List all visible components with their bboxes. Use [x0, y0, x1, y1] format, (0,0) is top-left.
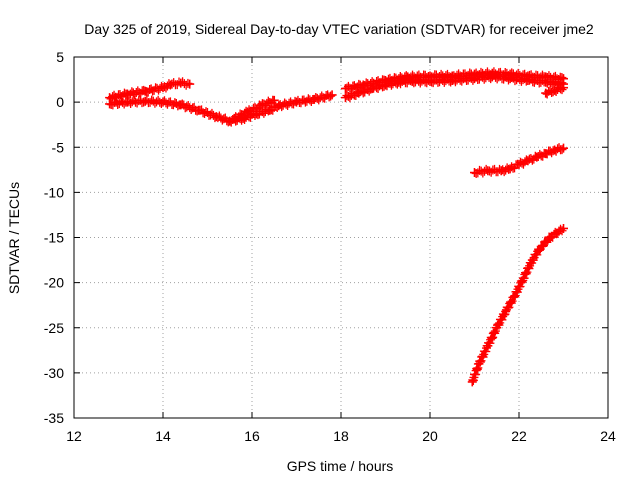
- y-tick-label: 5: [56, 49, 64, 65]
- data-point-fill: [326, 91, 336, 101]
- chart-title: Day 325 of 2019, Sidereal Day-to-day VTE…: [84, 21, 594, 37]
- data-point-fill: [487, 333, 497, 343]
- data-point-fill: [509, 292, 519, 302]
- series-trace: [470, 143, 568, 179]
- y-tick-label: -5: [52, 139, 65, 155]
- data-point-fill: [466, 69, 476, 79]
- x-axis-title: GPS time / hours: [287, 458, 394, 474]
- data-point-fill: [518, 275, 528, 285]
- data-point-fill: [481, 343, 491, 353]
- data-point-fill: [519, 273, 529, 283]
- y-tick-label: -25: [44, 320, 64, 336]
- data-point-fill: [181, 80, 191, 90]
- series-trace: [541, 82, 568, 99]
- x-tick-label: 24: [600, 428, 616, 444]
- data-point-fill: [222, 116, 232, 126]
- series-trace: [340, 67, 568, 94]
- x-tick-labels: 12 14 16 18 20 22 24: [66, 428, 616, 444]
- y-tick-label: -10: [44, 184, 64, 200]
- y-tick-labels: 5 0 -5 -10 -15 -20 -25 -30 -35: [44, 49, 64, 426]
- x-tick-label: 18: [333, 428, 349, 444]
- data-point-fill: [506, 298, 516, 308]
- data-point-fill: [547, 148, 557, 158]
- data-point-fill: [183, 78, 193, 88]
- data-point-fill: [500, 309, 510, 319]
- data-point-fill: [489, 327, 499, 337]
- data-point-fill: [493, 319, 503, 329]
- data-point-fill: [490, 328, 500, 338]
- data-point-fill: [477, 351, 487, 361]
- y-tick-label: -20: [44, 275, 64, 291]
- data-point-fill: [475, 357, 485, 367]
- y-tick-label: -15: [44, 230, 64, 246]
- data-point-fill: [164, 79, 174, 89]
- data-point-fill: [444, 72, 454, 82]
- data-point-fill: [173, 101, 183, 111]
- data-point-fill: [476, 356, 486, 366]
- series-trace: [105, 77, 195, 104]
- series-trace: [229, 95, 279, 123]
- data-point-fill: [521, 269, 531, 279]
- data-point-fill: [494, 320, 504, 330]
- data-point-fill: [547, 88, 557, 98]
- y-tick-label: -35: [44, 410, 64, 426]
- x-tick-label: 20: [422, 428, 438, 444]
- x-tick-label: 16: [244, 428, 260, 444]
- data-point-fill: [324, 92, 334, 102]
- data-point-fill: [306, 96, 316, 106]
- data-point-fill: [557, 72, 567, 82]
- x-tick-label: 12: [66, 428, 82, 444]
- data-point-fill: [557, 85, 567, 95]
- data-point-fill: [542, 237, 552, 247]
- axis-ticks: [73, 56, 609, 419]
- data-point-fill: [523, 263, 533, 273]
- data-point-fill: [517, 277, 527, 287]
- data-point-fill: [556, 84, 566, 94]
- data-point-fill: [268, 95, 278, 105]
- data-point-fill: [506, 297, 516, 307]
- data-point-fill: [556, 224, 566, 234]
- data-point-fill: [515, 282, 525, 292]
- data-point-fill: [119, 88, 129, 98]
- data-point-fill: [557, 145, 567, 155]
- data-point-fill: [503, 303, 513, 313]
- data-points: [105, 67, 568, 387]
- y-tick-label: -30: [44, 365, 64, 381]
- y-tick-label: 0: [56, 94, 64, 110]
- x-tick-label: 22: [511, 428, 527, 444]
- x-tick-label: 14: [155, 428, 171, 444]
- data-point-fill: [499, 310, 509, 320]
- data-point-fill: [537, 241, 547, 251]
- data-point-fill: [557, 226, 567, 236]
- series-trace: [467, 223, 568, 387]
- data-point-fill: [488, 332, 498, 342]
- y-axis-title: SDTVAR / TECUs: [6, 182, 22, 294]
